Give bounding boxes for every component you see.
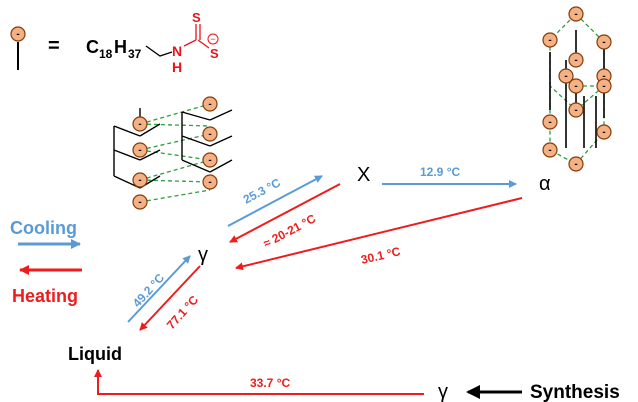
headgroup-bead — [202, 96, 218, 112]
layered-structure — [113, 103, 233, 203]
headgroup-bead — [542, 32, 558, 48]
atom-n: N — [172, 43, 182, 59]
headgroup-bead-sign: - — [138, 197, 141, 208]
headgroup-bead-sign: - — [548, 35, 551, 46]
headgroup-bead — [596, 124, 612, 140]
headgroup-bead-sign: - — [208, 177, 211, 188]
phase-alpha-label: α — [539, 173, 551, 195]
bond-c-s-single — [197, 39, 210, 49]
legend-bead-sign: - — [16, 29, 19, 40]
headgroup-bead-sign: - — [574, 9, 577, 20]
headgroup-bead-sign: - — [602, 127, 605, 138]
bond-chain-n — [145, 45, 173, 57]
headgroup-bead-sign: - — [138, 119, 141, 130]
label-synthesis-to-liquid: 33.7 °C — [250, 376, 290, 390]
formula-c-sub: 18 — [99, 47, 113, 61]
formula-c: C — [86, 37, 99, 57]
headgroup-bead-sign: - — [602, 81, 605, 92]
label-x-to-alpha: 12.9 °C — [420, 165, 460, 179]
label-gamma-to-x: 25.3 °C — [241, 175, 283, 206]
headgroup-bead — [202, 152, 218, 168]
headgroup-bead-sign: - — [564, 71, 567, 82]
headgroup-bead-sign: - — [574, 55, 577, 66]
headgroup-bead-sign: - — [602, 71, 605, 82]
label-liquid-to-gamma: 49.2 °C — [130, 271, 167, 310]
headgroup-bead-sign: - — [138, 175, 141, 186]
headgroup-bead-sign: - — [138, 145, 141, 156]
headgroup-bead — [558, 68, 574, 84]
headgroup-bead — [132, 142, 148, 158]
arrow-synthesis-to-liquid — [94, 369, 424, 395]
headgroup-bead-sign: - — [548, 145, 551, 156]
cooling-key-label: Cooling — [10, 218, 77, 238]
atom-s-top: S — [192, 10, 201, 25]
headgroup-bead — [568, 52, 584, 68]
arrow-alpha-to-gamma — [235, 197, 523, 271]
label-x-to-gamma: ≈ 20-21 °C — [261, 211, 319, 250]
phase-x-label: X — [357, 164, 370, 186]
phase-gamma-label: γ — [198, 244, 208, 266]
formula-h-sub: 37 — [128, 47, 142, 61]
arrow-gamma-to-x — [227, 175, 323, 227]
equals-sign: = — [48, 35, 60, 57]
arrow-gamma-to-liquid — [139, 265, 201, 331]
headgroup-bead — [202, 174, 218, 190]
headgroup-bead-sign: - — [574, 159, 577, 170]
cylindrical-structure — [549, 13, 606, 165]
headgroup-bead — [132, 116, 148, 132]
molecule-legend: - = C 18 H 37 N H S S − — [10, 10, 219, 75]
formula-h: H — [114, 37, 127, 57]
arrow-x-to-gamma — [229, 183, 341, 243]
heating-key-label: Heating — [12, 286, 78, 306]
headgroup-bead-sign: - — [208, 155, 211, 166]
phase-liquid-label: Liquid — [68, 344, 122, 364]
headgroup-bead — [568, 156, 584, 172]
atom-s-bottom: S — [210, 46, 219, 61]
headgroup-bead — [542, 142, 558, 158]
headgroup-bead-sign: - — [208, 129, 211, 140]
legend-bead — [10, 26, 26, 42]
bead-group: ------------- -------- — [132, 6, 612, 210]
headgroup-bead-sign: - — [548, 117, 551, 128]
headgroup-bead — [202, 126, 218, 142]
label-alpha-to-gamma: 30.1 °C — [360, 244, 403, 267]
headgroup-bead — [132, 172, 148, 188]
headgroup-bead — [568, 102, 584, 118]
headgroup-bead-sign: - — [574, 81, 577, 92]
headgroup-bead — [596, 34, 612, 50]
synthesis-label: Synthesis — [530, 382, 620, 402]
headgroup-bead-sign: - — [208, 99, 211, 110]
bond-n-c — [183, 39, 197, 47]
atom-h: H — [172, 59, 182, 75]
arrow-liquid-to-gamma — [127, 255, 191, 323]
headgroup-bead — [568, 6, 584, 22]
headgroup-bead-sign: - — [602, 37, 605, 48]
negative-charge-circle — [207, 33, 219, 45]
headgroup-bead — [568, 78, 584, 94]
headgroup-bead-sign: - — [574, 105, 577, 116]
headgroup-bead — [132, 194, 148, 210]
headgroup-bead — [542, 114, 558, 130]
headgroup-bead — [596, 78, 612, 94]
negative-charge-sign: − — [210, 34, 215, 44]
phase-gamma-bottom-label: γ — [438, 381, 448, 402]
